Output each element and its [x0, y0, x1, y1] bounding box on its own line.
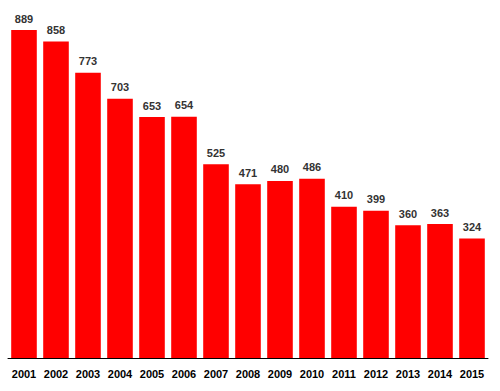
svg-text:2009: 2009 [268, 368, 292, 380]
svg-text:2015: 2015 [460, 368, 484, 380]
svg-text:703: 703 [111, 81, 129, 93]
svg-text:525: 525 [207, 147, 225, 159]
svg-text:2011: 2011 [332, 368, 356, 380]
svg-text:2007: 2007 [204, 368, 228, 380]
svg-text:653: 653 [143, 100, 161, 112]
svg-text:486: 486 [303, 161, 321, 173]
svg-text:2003: 2003 [76, 368, 100, 380]
svg-text:2012: 2012 [364, 368, 388, 380]
svg-text:363: 363 [431, 207, 449, 219]
svg-text:2010: 2010 [300, 368, 324, 380]
svg-text:2014: 2014 [428, 368, 453, 380]
svg-text:324: 324 [463, 221, 482, 233]
svg-text:2004: 2004 [108, 368, 133, 380]
svg-text:2013: 2013 [396, 368, 420, 380]
svg-text:480: 480 [271, 163, 289, 175]
svg-text:858: 858 [47, 24, 65, 36]
svg-text:2008: 2008 [236, 368, 260, 380]
svg-text:2002: 2002 [44, 368, 68, 380]
svg-text:399: 399 [367, 193, 385, 205]
svg-text:2001: 2001 [12, 368, 36, 380]
svg-text:2005: 2005 [140, 368, 164, 380]
svg-text:2006: 2006 [172, 368, 196, 380]
svg-text:360: 360 [399, 208, 417, 220]
svg-text:654: 654 [175, 99, 194, 111]
svg-text:773: 773 [79, 55, 97, 67]
svg-text:471: 471 [239, 167, 257, 179]
svg-text:410: 410 [335, 189, 353, 201]
svg-text:889: 889 [15, 13, 33, 25]
